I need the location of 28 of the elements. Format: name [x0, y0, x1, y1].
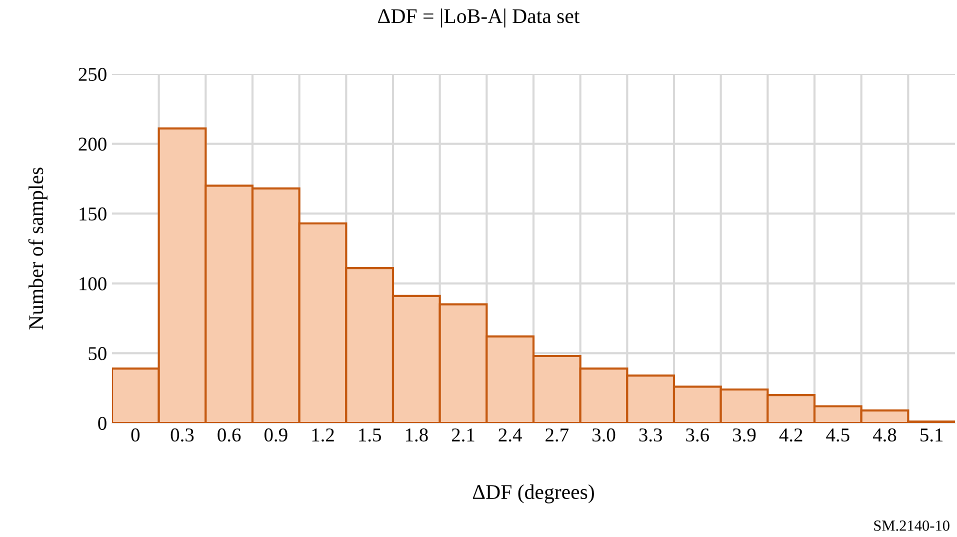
x-tick-label: 3.6: [686, 428, 709, 442]
x-tick-label: 4.8: [872, 428, 896, 442]
x-tick-label: 4.2: [779, 428, 802, 442]
y-tick-label: 200: [78, 138, 106, 151]
x-tick-label: 0.3: [170, 428, 194, 442]
y-tick-label: 250: [78, 68, 106, 81]
x-tick-label: 1.8: [406, 428, 428, 442]
x-tick-label: 3.9: [733, 428, 756, 442]
text: SM.2140-10: [874, 520, 950, 531]
x-tick-label: 2.7: [546, 428, 569, 442]
y-tick-label: 100: [80, 277, 106, 290]
x-tick-label: 5.1: [920, 428, 943, 442]
x-tick-label: 0.9: [264, 428, 288, 442]
x-tick-label: 1.2: [312, 428, 334, 442]
x-tick-label: 0: [131, 428, 140, 442]
x-tick-label: 3.0: [592, 428, 616, 442]
x-tick-label: 1.5: [359, 428, 381, 442]
x-tick-label: 3.3: [639, 428, 662, 442]
chart-title: ΔDF = |LoB-A| Data set: [378, 8, 580, 28]
y-tick-label: 50: [88, 347, 106, 360]
y-tick-label: 0: [98, 416, 106, 430]
y-tick-label: 150: [80, 207, 106, 221]
x-tick-label: 4.5: [826, 428, 850, 442]
x-axis-title: ΔDF (degrees): [472, 484, 594, 504]
x-tick-label: 2.1: [452, 428, 474, 442]
y-axis-title: Number of samples: [28, 168, 48, 330]
x-tick-label: 0.6: [218, 428, 241, 442]
x-tick-label: 2.4: [498, 428, 522, 442]
